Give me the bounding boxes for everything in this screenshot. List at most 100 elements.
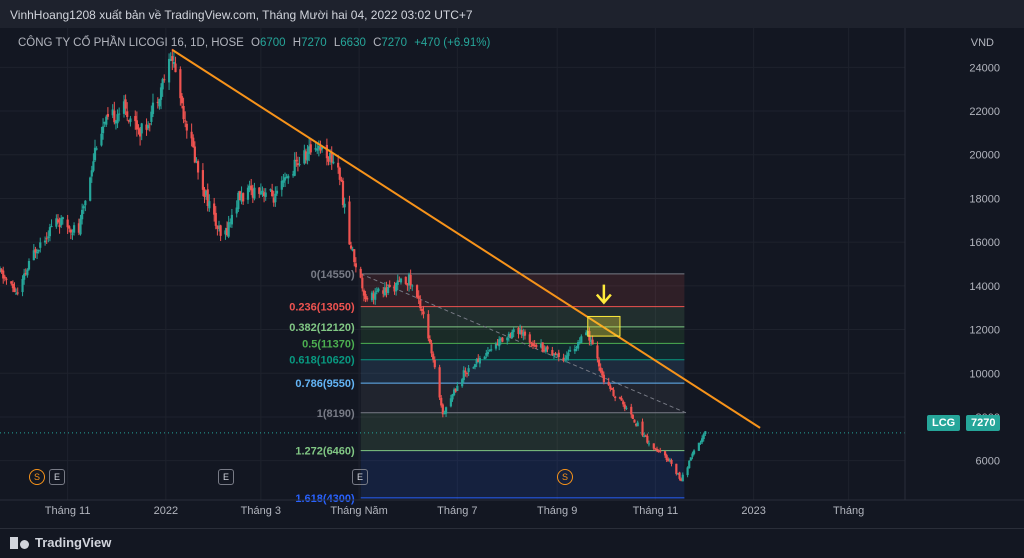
earnings-event-icon[interactable]: E xyxy=(352,469,368,485)
earnings-event-icon[interactable]: E xyxy=(218,469,234,485)
candle-body xyxy=(366,297,369,300)
candle-body xyxy=(657,450,660,452)
candle-body xyxy=(113,110,116,123)
candle-body xyxy=(377,288,380,292)
open-value: 6700 xyxy=(259,37,286,49)
candle-body xyxy=(670,459,673,464)
candle-body xyxy=(118,113,121,115)
candle-body xyxy=(700,438,704,443)
x-tick-label: Tháng 3 xyxy=(241,505,281,517)
fib-zone xyxy=(360,383,685,413)
candle-body xyxy=(462,370,465,381)
candle-body xyxy=(501,337,504,342)
candle-body xyxy=(475,359,478,364)
candle-body xyxy=(15,293,18,295)
candle-body xyxy=(167,58,171,83)
candle-body xyxy=(203,189,206,198)
tradingview-logo[interactable]: TradingView xyxy=(10,535,111,550)
candle-body xyxy=(224,230,227,235)
candle-body xyxy=(135,120,138,130)
candle-body xyxy=(55,218,58,227)
candle-body xyxy=(295,159,298,162)
candle-body xyxy=(269,189,272,191)
candle-body xyxy=(589,339,593,343)
candle-body xyxy=(182,105,185,120)
candle-body xyxy=(655,448,659,451)
candle-body xyxy=(591,339,594,345)
low-value: 6630 xyxy=(340,37,366,49)
candle-body xyxy=(72,225,76,233)
candle-body xyxy=(614,396,617,399)
candle-body xyxy=(544,347,547,352)
candle-body xyxy=(26,269,29,276)
candle-body xyxy=(103,121,106,124)
candle-body xyxy=(494,343,498,349)
candle-body xyxy=(341,181,345,206)
candle-body xyxy=(230,214,233,225)
candle-body xyxy=(552,354,556,356)
candle-body xyxy=(24,273,27,275)
candle-body xyxy=(206,189,209,206)
candle-body xyxy=(464,370,467,373)
candle-body xyxy=(551,349,554,356)
candle-body xyxy=(213,203,216,215)
last-price-tag: 7270 xyxy=(966,415,1001,431)
candle-body xyxy=(415,285,419,298)
candle-body xyxy=(597,359,601,367)
candle-body xyxy=(158,98,161,107)
candle-body xyxy=(351,248,354,251)
chart-area[interactable]: 0(14550) 0.236(13050) 0.382(12120) 0.5(1137… xyxy=(0,28,1024,528)
split-event-icon[interactable]: S xyxy=(29,469,45,485)
candle-body xyxy=(37,250,40,252)
earnings-event-icon[interactable]: E xyxy=(49,469,65,485)
candle-body xyxy=(90,170,93,177)
candle-body xyxy=(126,111,129,117)
candle-body xyxy=(138,128,142,137)
down-arrow-icon xyxy=(595,293,612,305)
candle-body xyxy=(449,398,452,407)
candle-body xyxy=(43,240,47,243)
y-tick-label: 14000 xyxy=(969,281,1000,293)
x-tick-label: Tháng 11 xyxy=(633,505,679,517)
candle-body xyxy=(557,352,560,358)
candle-body xyxy=(264,192,267,197)
candle-body xyxy=(623,404,626,409)
split-event-icon[interactable]: S xyxy=(557,469,573,485)
candle-body xyxy=(499,338,502,340)
candle-body xyxy=(60,218,63,226)
candle-body xyxy=(507,333,510,337)
candle-body xyxy=(225,228,229,236)
candle-body xyxy=(27,260,31,270)
candle-body xyxy=(248,185,251,190)
candle-body xyxy=(625,407,628,409)
candle-body xyxy=(432,353,435,360)
candle-body xyxy=(56,219,60,223)
symbol-legend: CÔNG TY CỔ PHẦN LICOGI 16, 1D, HOSE O670… xyxy=(18,37,490,49)
candle-body xyxy=(393,285,396,292)
candle-body xyxy=(409,274,412,286)
x-tick-label: Tháng 11 xyxy=(45,505,91,517)
y-tick-label: 10000 xyxy=(969,368,1000,380)
publish-info: VinhHoang1208 xuất bản về TradingView.co… xyxy=(10,8,473,22)
candle-body xyxy=(530,342,533,344)
candle-body xyxy=(646,435,649,443)
candle-body xyxy=(612,389,615,396)
candle-body xyxy=(137,128,140,130)
price-chart[interactable]: 0(14550) 0.236(13050) 0.382(12120) 0.5(1137… xyxy=(0,28,1024,528)
candle-body xyxy=(618,397,622,399)
fib-zone xyxy=(360,450,685,498)
candle-body xyxy=(667,459,670,462)
candle-body xyxy=(340,179,343,182)
candle-body xyxy=(34,249,37,253)
candle-body xyxy=(69,229,72,233)
candle-body xyxy=(100,133,103,146)
candle-body xyxy=(0,269,3,272)
candle-body xyxy=(620,398,623,401)
candle-body xyxy=(316,148,319,151)
candle-body xyxy=(519,329,522,334)
candle-body xyxy=(523,331,527,336)
fib-zone xyxy=(360,273,685,307)
candle-body xyxy=(309,144,312,153)
candle-body xyxy=(317,145,320,149)
candle-body xyxy=(259,191,262,195)
